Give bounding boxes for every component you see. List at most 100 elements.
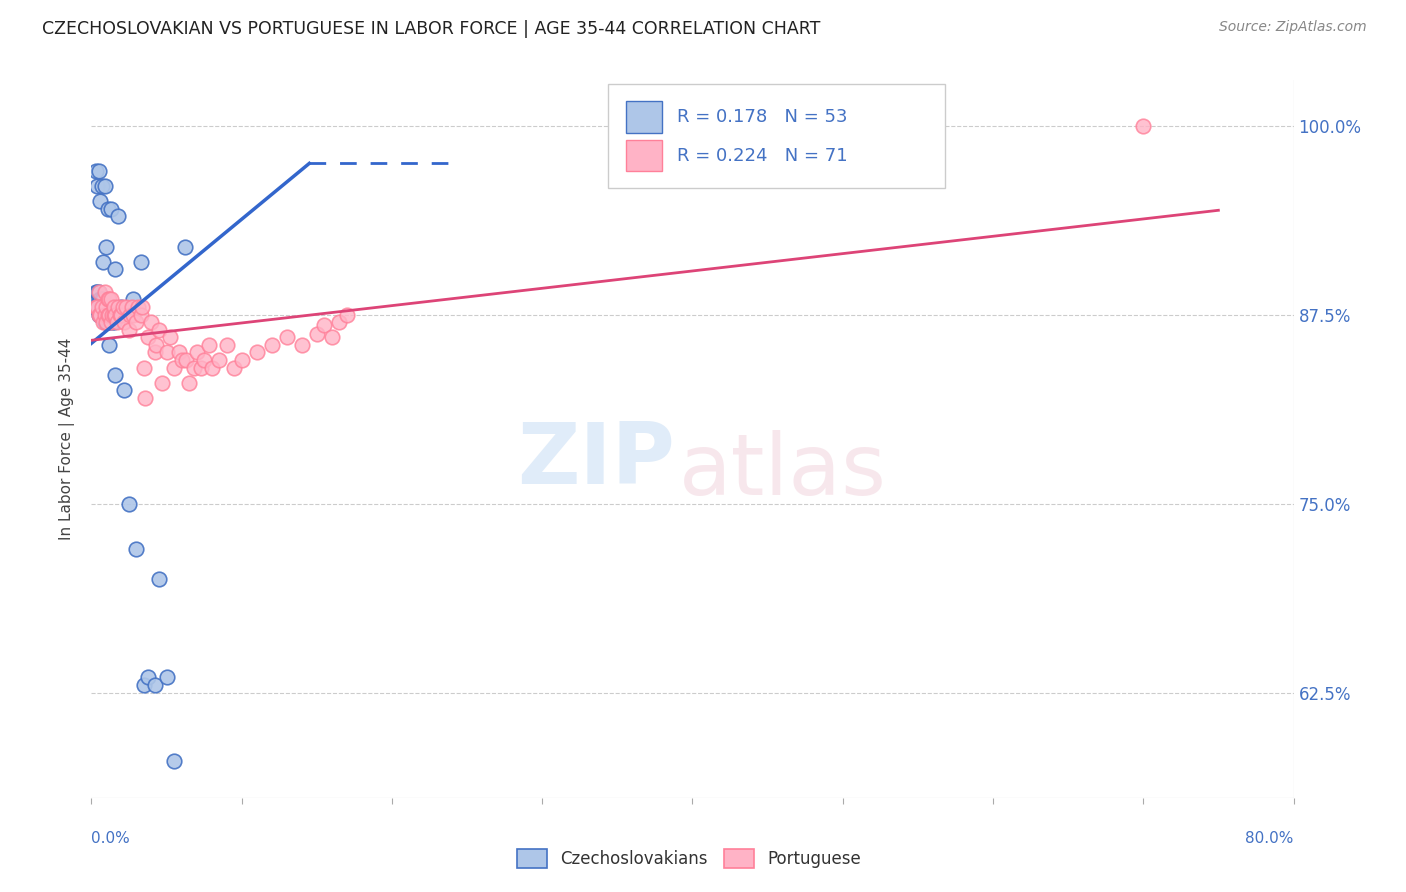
Point <box>155 345 177 359</box>
Point <box>110 300 132 314</box>
Point <box>159 330 181 344</box>
Point <box>208 353 231 368</box>
Point <box>143 345 166 359</box>
Point <box>150 376 173 390</box>
Bar <box>626 101 662 133</box>
Point <box>100 202 122 216</box>
Point <box>138 670 160 684</box>
Legend: Czechoslovakians, Portuguese: Czechoslovakians, Portuguese <box>510 842 868 875</box>
Text: atlas: atlas <box>679 430 887 513</box>
Point <box>97 315 120 329</box>
Point <box>86 300 108 314</box>
Point <box>87 300 110 314</box>
Point <box>97 293 120 307</box>
Point <box>96 239 118 253</box>
Point <box>215 338 238 352</box>
Point <box>98 338 121 352</box>
Point <box>86 293 108 307</box>
Point <box>104 308 127 322</box>
Point <box>115 300 138 314</box>
Point <box>125 315 148 329</box>
Point <box>89 293 111 307</box>
Point <box>122 293 145 307</box>
Point <box>84 164 107 178</box>
Point <box>87 308 110 322</box>
Text: Source: ZipAtlas.com: Source: ZipAtlas.com <box>1219 20 1367 34</box>
Point <box>96 300 118 314</box>
Point <box>98 293 121 307</box>
Point <box>86 179 108 194</box>
Point <box>110 308 132 322</box>
Point <box>291 338 314 352</box>
Point <box>104 262 127 277</box>
Point <box>141 315 163 329</box>
Point <box>163 754 186 768</box>
Point <box>127 300 149 314</box>
Point <box>104 368 127 382</box>
Point <box>98 315 121 329</box>
Point <box>276 330 298 344</box>
Point <box>138 330 160 344</box>
Point <box>167 345 190 359</box>
Point <box>98 308 121 322</box>
Point <box>97 308 120 322</box>
Point <box>93 315 115 329</box>
Point <box>260 338 283 352</box>
Point <box>328 315 350 329</box>
Point <box>96 315 118 329</box>
Point <box>186 345 208 359</box>
Point <box>170 353 193 368</box>
Point <box>183 360 205 375</box>
Point <box>84 300 107 314</box>
Point <box>118 497 141 511</box>
Point <box>174 353 197 368</box>
Point <box>84 293 107 307</box>
Point <box>94 315 117 329</box>
Point <box>93 300 115 314</box>
Point <box>193 353 215 368</box>
Point <box>163 360 186 375</box>
Point <box>89 194 111 209</box>
Point <box>224 360 246 375</box>
Point <box>132 678 155 692</box>
FancyBboxPatch shape <box>609 84 945 188</box>
Text: R = 0.224   N = 71: R = 0.224 N = 71 <box>676 146 848 165</box>
Point <box>1132 119 1154 133</box>
Point <box>125 541 148 556</box>
Point <box>131 300 153 314</box>
Point <box>100 300 122 314</box>
Point <box>94 308 117 322</box>
Point <box>97 202 120 216</box>
Point <box>86 285 108 299</box>
Point <box>90 179 112 194</box>
Point <box>101 315 124 329</box>
Point <box>101 308 124 322</box>
Point <box>197 338 219 352</box>
Point <box>94 285 117 299</box>
Point <box>120 308 142 322</box>
Point <box>177 376 200 390</box>
Point <box>246 345 269 359</box>
Point <box>111 300 134 314</box>
Point <box>87 285 110 299</box>
Point <box>93 293 115 307</box>
Bar <box>626 140 662 171</box>
Point <box>107 300 129 314</box>
Point <box>87 164 110 178</box>
Point <box>96 308 118 322</box>
Point <box>108 308 131 322</box>
Point <box>129 308 152 322</box>
Point <box>100 293 122 307</box>
Point <box>173 239 195 253</box>
Point <box>103 308 125 322</box>
Text: 0.0%: 0.0% <box>91 831 131 847</box>
Point <box>86 300 108 314</box>
Point <box>305 327 328 342</box>
Point <box>100 315 122 329</box>
Point <box>201 360 224 375</box>
Point <box>148 323 170 337</box>
Point <box>105 315 128 329</box>
Point <box>107 210 129 224</box>
Point <box>143 678 166 692</box>
Point <box>96 315 118 329</box>
